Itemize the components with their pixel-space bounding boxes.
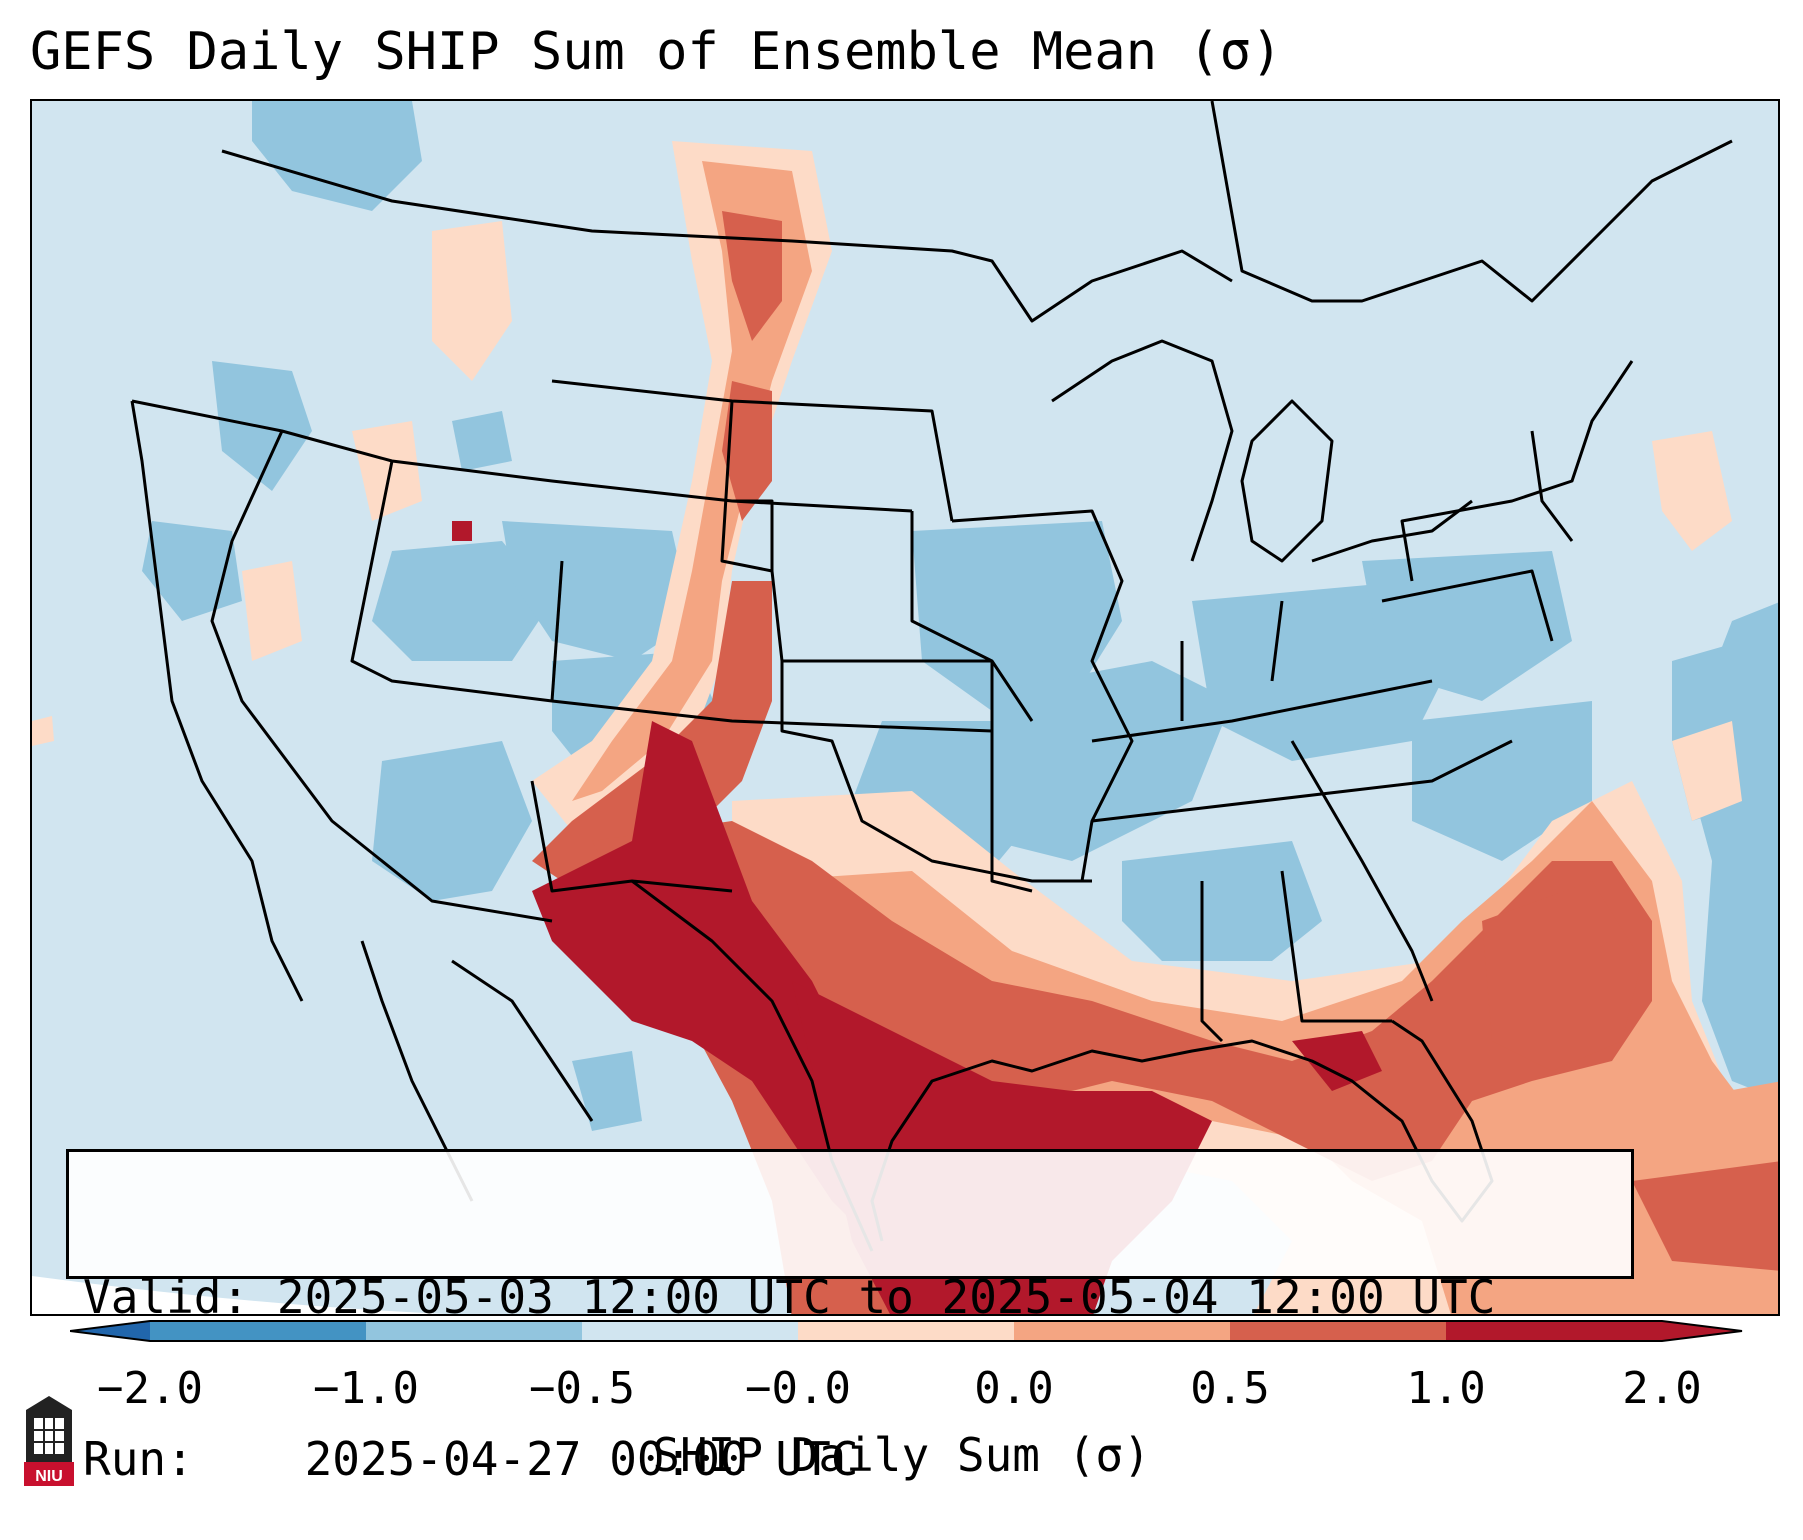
- colorbar-tick-label: −2.0: [97, 1363, 203, 1414]
- chart-title: GEFS Daily SHIP Sum of Ensemble Mean (σ): [30, 22, 1283, 82]
- valid-row: Valid: 2025-05-03 12:00 UTC to 2025-05-0…: [83, 1270, 1617, 1324]
- colorbar-outline: [70, 1320, 1743, 1342]
- colorbar-extend-high: [1662, 1321, 1742, 1341]
- validity-info-box: Valid: 2025-05-03 12:00 UTC to 2025-05-0…: [66, 1149, 1634, 1486]
- colorbar-tick-label: 0.5: [1190, 1363, 1270, 1414]
- niu-logo-icon: NIU: [24, 1396, 74, 1486]
- valid-label: Valid:: [83, 1270, 250, 1324]
- colorbar-tick-label: 2.0: [1622, 1363, 1702, 1414]
- run-value: 2025-04-27 00:00 UTC: [304, 1432, 859, 1486]
- colorbar-segment: [798, 1321, 1014, 1341]
- colorbar-segment: [1230, 1321, 1446, 1341]
- colorbar-tick-label: −1.0: [313, 1363, 419, 1414]
- projection-edge: [32, 1276, 446, 1314]
- colorbar-tick-label: 1.0: [1406, 1363, 1486, 1414]
- colorbar-tick-label: −0.0: [745, 1363, 851, 1414]
- map-canvas: [32, 101, 1778, 1314]
- colorbar: [70, 1320, 1743, 1342]
- colorbar-extend-low: [70, 1321, 150, 1341]
- colorbar-tick-label: −0.5: [529, 1363, 635, 1414]
- colorbar-segment: [366, 1321, 582, 1341]
- logo-text: NIU: [35, 1468, 63, 1485]
- colorbar-segment: [1014, 1321, 1230, 1341]
- boundary-lines: [130, 101, 1733, 1252]
- run-label: Run:: [83, 1432, 194, 1486]
- colorbar-segment: [150, 1321, 366, 1341]
- map-panel: [30, 99, 1780, 1316]
- colorbar-label: SHIP Daily Sum (σ): [652, 1428, 1151, 1482]
- valid-value: 2025-05-03 12:00 UTC to 2025-05-04 12:00…: [276, 1270, 1496, 1324]
- colorbar-segment: [1446, 1321, 1662, 1341]
- colorbar-segment: [582, 1321, 798, 1341]
- colorbar-tick-label: 0.0: [974, 1363, 1054, 1414]
- run-row: Run: 2025-04-27 00:00 UTC: [83, 1432, 1617, 1486]
